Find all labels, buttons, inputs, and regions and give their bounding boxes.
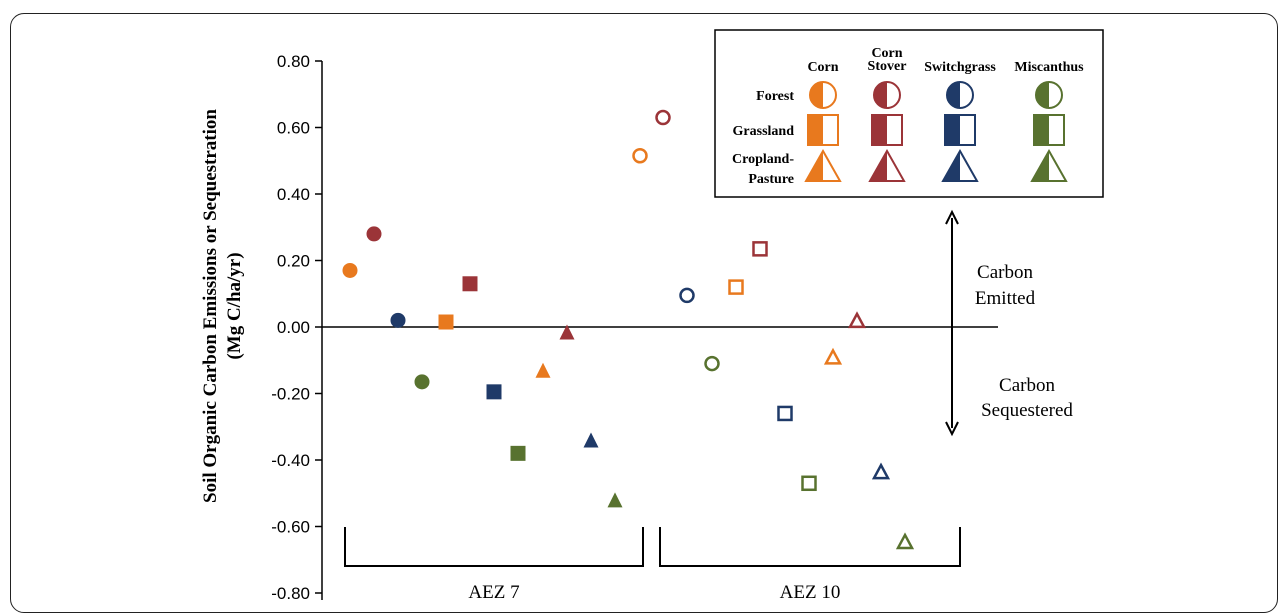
legend-crop-label: Stover — [868, 59, 907, 74]
legend-marker-corn-stover-cropland-pasture — [868, 148, 906, 182]
legend-half-filled — [808, 115, 823, 145]
point-aez-10-miscanthus-grassland — [801, 475, 817, 492]
legend-land-label: Grassland — [733, 124, 795, 139]
legend-crop-label: Miscanthus — [1014, 60, 1084, 75]
y-tick-label: 0.00 — [277, 318, 310, 337]
y-axis: 0.80 0.60 0.40 0.20 0.00 -0.20 -0.40 -0.60 -0.80 — [271, 52, 323, 603]
legend-half-filled — [945, 115, 960, 145]
bracket-aez-7 — [344, 527, 644, 567]
point-aez-10-corn-stover-cropland-pasture — [847, 311, 867, 329]
point-aez-7-switchgrass-cropland-pasture — [583, 432, 599, 448]
point-aez-10-corn-cropland-pasture — [823, 347, 843, 365]
y-tick-label: -0.40 — [271, 451, 310, 470]
legend-crop-label: Corn — [807, 60, 838, 75]
legend-crop-label: Corn — [871, 46, 902, 61]
y-tick-label: 0.60 — [277, 119, 310, 138]
point-aez-7-corn-grassland — [438, 314, 454, 330]
bracket-aez-10 — [659, 527, 961, 567]
legend-marker-switchgrass-grassland — [944, 114, 976, 146]
point-aez-7-miscanthus-grassland — [510, 445, 526, 461]
data-points — [342, 109, 915, 550]
legend-crop-label: Switchgrass — [924, 60, 996, 75]
point-aez-10-switchgrass-forest — [679, 287, 695, 304]
point-aez-7-corn-stover-forest — [366, 226, 382, 242]
point-aez-7-corn-forest — [342, 262, 358, 278]
y-tick-label: -0.80 — [271, 584, 310, 603]
legend-outline — [1033, 114, 1065, 146]
legend-box — [714, 29, 1104, 198]
legend-outline — [809, 81, 837, 109]
legend-half-filled — [947, 82, 960, 108]
y-tick-label: -0.20 — [271, 385, 310, 404]
point-aez-10-corn-stover-grassland — [752, 241, 768, 257]
legend-outline — [946, 81, 974, 109]
point-aez-7-switchgrass-grassland — [486, 384, 502, 400]
legend-outline — [1035, 81, 1063, 109]
emitted-label: Carbon — [977, 262, 1033, 283]
y-tick-label: 0.80 — [277, 52, 310, 71]
sequestered-label: Carbon — [999, 375, 1055, 396]
legend-marker-corn-forest — [809, 81, 837, 109]
sequestered-label: Sequestered — [981, 400, 1073, 421]
arrow-up-head — [945, 209, 959, 225]
point-aez-10-miscanthus-cropland-pasture — [895, 532, 915, 550]
y-axis-title-line1: Soil Organic Carbon Emissions or Sequest… — [200, 109, 221, 503]
legend-marker-miscanthus-cropland-pasture — [1030, 148, 1068, 182]
y-tick-label: -0.60 — [271, 518, 310, 537]
legend-marker-corn-stover-grassland — [871, 114, 903, 146]
arrow-down-head — [945, 421, 959, 437]
legend-marker-switchgrass-cropland-pasture — [941, 148, 979, 182]
legend-outline — [804, 148, 842, 182]
group-brackets: AEZ 7 AEZ 10 — [344, 527, 961, 603]
y-axis-title-line2: (Mg C/ha/yr) — [224, 252, 245, 359]
legend-outline — [868, 148, 906, 182]
legend-half-filled — [872, 115, 887, 145]
legend-land-label: Forest — [756, 89, 794, 104]
group-label-aez-7: AEZ 7 — [468, 582, 519, 603]
point-aez-10-corn-forest — [632, 148, 648, 164]
legend-outline — [941, 148, 979, 182]
point-aez-10-corn-grassland — [728, 279, 744, 295]
y-tick-label: 0.40 — [277, 185, 310, 204]
legend-half-filled — [1034, 115, 1049, 145]
legend-marker-corn-stover-forest — [873, 81, 901, 109]
point-aez-7-switchgrass-forest — [390, 312, 406, 328]
legend-half-filled — [1036, 82, 1049, 108]
legend-marker-miscanthus-forest — [1035, 81, 1063, 109]
point-aez-10-switchgrass-grassland — [777, 405, 793, 422]
legend-half-filled — [810, 82, 823, 108]
point-aez-7-miscanthus-cropland-pasture — [607, 492, 623, 508]
point-aez-10-switchgrass-cropland-pasture — [871, 462, 891, 480]
point-aez-7-corn-cropland-pasture — [535, 362, 551, 378]
group-label-aez-10: AEZ 10 — [780, 582, 841, 603]
legend-land-label: Pasture — [748, 172, 794, 187]
y-axis-title: Soil Organic Carbon Emissions or Sequest… — [200, 109, 245, 503]
legend-outline — [1030, 148, 1068, 182]
legend-marker-corn-cropland-pasture — [804, 148, 842, 182]
legend-outline — [944, 114, 976, 146]
legend-outline — [873, 81, 901, 109]
legend-marker-miscanthus-grassland — [1033, 114, 1065, 146]
point-aez-7-corn-stover-grassland — [462, 276, 478, 292]
legend-land-label: Cropland- — [732, 152, 794, 167]
carbon-annotations: Carbon Emitted Carbon Sequestered — [945, 209, 1073, 437]
legend-marker-switchgrass-forest — [946, 81, 974, 109]
point-aez-10-corn-stover-forest — [655, 109, 671, 126]
legend-half-filled — [874, 82, 887, 108]
point-aez-10-miscanthus-forest — [704, 355, 720, 372]
y-tick-label: 0.20 — [277, 252, 310, 271]
emitted-label: Emitted — [975, 288, 1036, 309]
legend-outline — [807, 114, 839, 146]
point-aez-7-corn-stover-cropland-pasture — [559, 324, 575, 340]
point-aez-7-miscanthus-forest — [414, 374, 430, 390]
legend-outline — [871, 114, 903, 146]
legend-marker-corn-grassland — [807, 114, 839, 146]
